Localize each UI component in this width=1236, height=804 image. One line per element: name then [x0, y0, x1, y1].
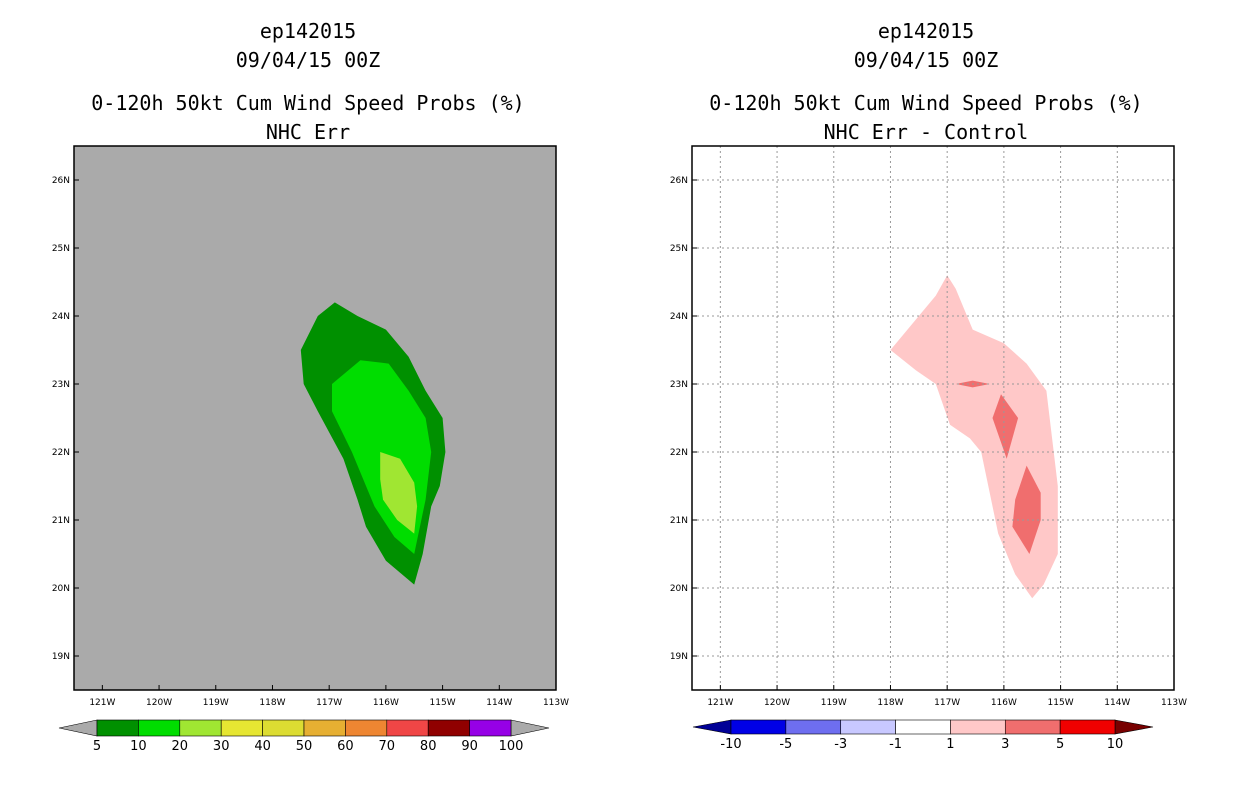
y-tick-label: 26N [52, 176, 70, 186]
colorbar-label: -1 [889, 737, 902, 752]
y-tick-label: 23N [670, 380, 688, 390]
left-contours [300, 302, 446, 585]
colorbar-extend-low [692, 719, 732, 735]
colorbar-label: 3 [1001, 737, 1009, 752]
left-plot-background [74, 146, 556, 690]
x-tick-label: 121W [707, 698, 733, 708]
y-tick-label: 22N [52, 448, 70, 458]
colorbar-swatch-9 [469, 719, 512, 737]
x-tick-label: 113W [1161, 698, 1187, 708]
x-tick-label: 114W [486, 698, 512, 708]
y-tick-label: 19N [670, 652, 688, 662]
contour-3-5-3 [1012, 465, 1041, 554]
x-tick-label: 114W [1104, 698, 1130, 708]
contour-3-5-2 [992, 394, 1019, 459]
colorbar-label: 10 [130, 739, 147, 754]
y-tick-label: 26N [670, 176, 688, 186]
colorbar-label: 5 [93, 739, 101, 754]
colorbar-swatch-5 [1004, 719, 1061, 735]
x-tick-label: 118W [877, 698, 903, 708]
x-tick-label: 116W [373, 698, 399, 708]
left-title-storm: ep142015 [260, 19, 356, 43]
y-tick-label: 21N [670, 516, 688, 526]
y-tick-label: 20N [670, 584, 688, 594]
right-title-product: 0-120h 50kt Cum Wind Speed Probs (%) [709, 91, 1142, 115]
y-tick-label: 19N [52, 652, 70, 662]
colorbar-label: -5 [779, 737, 792, 752]
colorbar-label: 30 [213, 739, 230, 754]
x-tick-label: 116W [991, 698, 1017, 708]
y-tick-label: 25N [670, 244, 688, 254]
colorbar-swatch-3 [220, 719, 263, 737]
left-title-subtitle: NHC Err [266, 120, 350, 144]
x-tick-label: 120W [764, 698, 790, 708]
y-tick-label: 25N [52, 244, 70, 254]
colorbar-swatch-2 [840, 719, 896, 735]
colorbar-label: 70 [379, 739, 396, 754]
x-tick-label: 113W [543, 698, 569, 708]
colorbar-swatch-4 [950, 719, 1006, 735]
left-panel: ep142015 09/04/15 00Z 0-120h 50kt Cum Wi… [52, 19, 569, 754]
colorbar-label: 60 [337, 739, 354, 754]
y-tick-label: 20N [52, 584, 70, 594]
right-axis-ticks: 121W 120W 119W 118W 117W 116W 115W 114W 113W 19N 2… [670, 176, 1187, 708]
y-tick-label: 24N [670, 312, 688, 322]
y-tick-label: 24N [52, 312, 70, 322]
colorbar-swatch-2 [179, 719, 222, 737]
y-tick-label: 21N [52, 516, 70, 526]
colorbar-label: 90 [461, 739, 478, 754]
right-plot-frame [691, 145, 1175, 691]
colorbar-swatch-0 [96, 719, 139, 737]
colorbar-swatch-4 [262, 719, 305, 737]
colorbar-extend-high [510, 719, 550, 737]
x-tick-label: 121W [89, 698, 115, 708]
colorbar-label: 1 [946, 737, 954, 752]
left-axis-ticks: 121W 120W 119W 118W 117W 116W 115W 114W 113W 19N 2… [52, 176, 569, 708]
x-tick-label: 115W [430, 698, 456, 708]
left-plot-frame [73, 145, 557, 691]
left-colorbar: 5 10 20 30 40 50 60 70 80 90 100 [58, 719, 550, 754]
x-tick-label: 120W [146, 698, 172, 708]
x-tick-label: 115W [1048, 698, 1074, 708]
left-title-product: 0-120h 50kt Cum Wind Speed Probs (%) [91, 91, 524, 115]
right-title-date: 09/04/15 00Z [854, 48, 999, 72]
right-panel: ep142015 09/04/15 00Z 0-120h 50kt Cum Wi… [670, 19, 1187, 752]
y-tick-label: 22N [670, 448, 688, 458]
colorbar-extend-low [58, 719, 98, 737]
colorbar-swatch-6 [1059, 719, 1116, 735]
colorbar-swatch-5 [303, 719, 346, 737]
right-colorbar: -10 -5 -3 -1 1 3 5 10 [692, 719, 1154, 752]
x-tick-label: 119W [203, 698, 229, 708]
colorbar-label: -10 [720, 737, 741, 752]
right-title-subtitle: NHC Err - Control [824, 120, 1029, 144]
right-title-storm: ep142015 [878, 19, 974, 43]
right-contours [890, 275, 1058, 599]
colorbar-label: 40 [254, 739, 271, 754]
x-tick-label: 117W [934, 698, 960, 708]
colorbar-label: 5 [1056, 737, 1064, 752]
colorbar-swatch-3 [895, 719, 951, 735]
x-tick-label: 117W [316, 698, 342, 708]
x-tick-label: 119W [821, 698, 847, 708]
colorbar-swatch-0 [730, 719, 787, 735]
colorbar-label: 100 [499, 739, 524, 754]
colorbar-label: 80 [420, 739, 437, 754]
colorbar-swatch-6 [345, 719, 388, 737]
colorbar-label: 20 [172, 739, 189, 754]
colorbar-label: 50 [296, 739, 313, 754]
colorbar-label: -3 [834, 737, 847, 752]
colorbar-swatch-1 [785, 719, 842, 735]
colorbar-swatch-1 [138, 719, 181, 737]
right-plot-background [692, 146, 1174, 690]
colorbar-label: 10 [1107, 737, 1124, 752]
colorbar-swatch-7 [386, 719, 429, 737]
colorbar-swatch-8 [427, 719, 470, 737]
y-tick-label: 23N [52, 380, 70, 390]
x-tick-label: 118W [259, 698, 285, 708]
contour-20-30-2 [380, 452, 418, 534]
left-title-date: 09/04/15 00Z [236, 48, 381, 72]
colorbar-extend-high [1114, 719, 1154, 735]
